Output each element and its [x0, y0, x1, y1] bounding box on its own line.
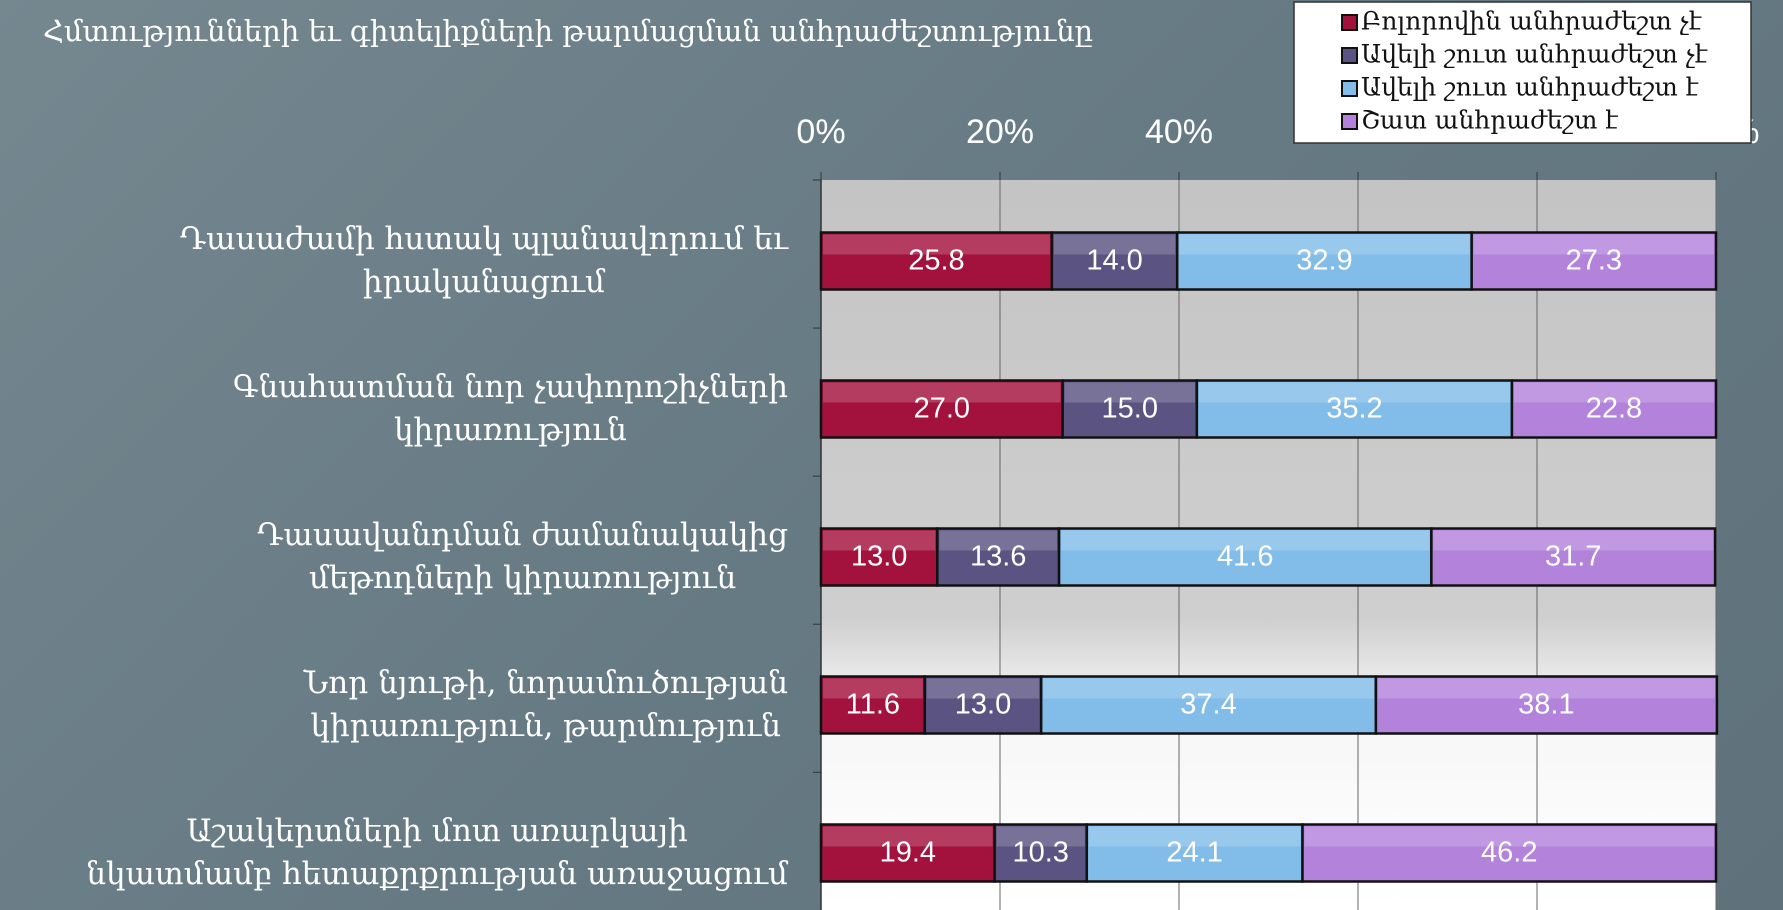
value-label: 13.0: [851, 541, 907, 573]
category-label: Նոր նյութի, նորամուծության կիրառություն,…: [304, 662, 788, 748]
legend-label: Ավելի շուտ անհրաժեշտ է: [1361, 73, 1699, 102]
value-label: 22.8: [1586, 393, 1642, 425]
legend-swatch: [1342, 81, 1357, 96]
category-label: Գնահատման նոր չափորոշիչների կիրառություն: [233, 366, 788, 452]
category-label: Դասաժամի հստակ պլանավորում եւ իրականացու…: [180, 218, 788, 304]
value-label: 41.6: [1217, 541, 1273, 573]
value-label: 25.8: [908, 245, 964, 277]
slide: Հմտությունների եւ գիտելիքների թարմացման …: [0, 0, 1783, 910]
legend-swatch: [1342, 48, 1357, 63]
x-tick-label: 0%: [796, 113, 845, 151]
x-tick-label: 20%: [966, 113, 1034, 151]
value-label: 24.1: [1166, 837, 1222, 869]
value-label: 19.4: [880, 837, 936, 869]
value-label: 35.2: [1326, 393, 1382, 425]
legend-label: Շատ անհրաժեշտ է: [1361, 106, 1618, 135]
legend-swatch: [1342, 15, 1357, 30]
chart: Հմտությունների եւ գիտելիքների թարմացման …: [0, 0, 1783, 910]
legend-swatch: [1342, 114, 1357, 129]
value-label: 11.6: [846, 689, 900, 721]
value-label: 27.3: [1566, 245, 1622, 277]
chart-title: Հմտությունների եւ գիտելիքների թարմացման …: [43, 14, 1093, 48]
value-label: 37.4: [1180, 689, 1236, 721]
value-label: 38.1: [1518, 689, 1574, 721]
value-label: 13.6: [970, 541, 1026, 573]
value-label: 13.0: [955, 689, 1011, 721]
category-label: Դասավանդման ժամանակակից մեթոդների կիրառո…: [257, 514, 788, 600]
legend-label: Ավելի շուտ անհրաժեշտ չէ: [1361, 40, 1708, 69]
value-label: 10.3: [1012, 837, 1068, 869]
category-label: Աշակերտների մոտ առարկայի նկատմամբ հետաքր…: [86, 810, 788, 896]
value-label: 46.2: [1481, 837, 1537, 869]
value-label: 27.0: [914, 393, 970, 425]
x-tick-label: 40%: [1145, 113, 1213, 151]
legend-label: Բոլորովին անհրաժեշտ չէ: [1361, 7, 1702, 36]
value-label: 32.9: [1296, 245, 1352, 277]
value-label: 15.0: [1102, 393, 1158, 425]
value-label: 31.7: [1545, 541, 1601, 573]
value-label: 14.0: [1086, 245, 1142, 277]
